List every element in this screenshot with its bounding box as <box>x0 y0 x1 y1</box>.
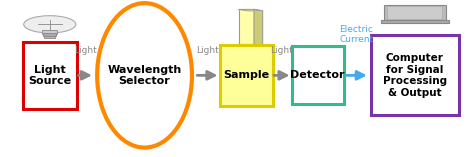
FancyBboxPatch shape <box>371 35 459 115</box>
Text: Light: Light <box>74 46 97 55</box>
FancyBboxPatch shape <box>220 45 273 106</box>
Text: Light
Source: Light Source <box>28 65 71 86</box>
Text: Computer
for Signal
Processing
& Output: Computer for Signal Processing & Output <box>383 53 447 98</box>
Text: Detector: Detector <box>291 70 345 80</box>
FancyBboxPatch shape <box>23 42 77 109</box>
Text: Light: Light <box>270 46 293 55</box>
Polygon shape <box>254 9 263 45</box>
FancyBboxPatch shape <box>292 46 344 104</box>
FancyBboxPatch shape <box>381 20 449 23</box>
FancyBboxPatch shape <box>42 30 57 34</box>
FancyBboxPatch shape <box>43 33 56 36</box>
Circle shape <box>24 16 76 33</box>
Polygon shape <box>239 9 263 11</box>
Ellipse shape <box>97 3 192 148</box>
Text: Light: Light <box>196 46 219 55</box>
FancyBboxPatch shape <box>384 5 446 20</box>
FancyBboxPatch shape <box>239 9 254 44</box>
Text: Wavelength
Selector: Wavelength Selector <box>108 65 182 86</box>
Text: Sample: Sample <box>223 70 270 80</box>
FancyBboxPatch shape <box>387 6 442 19</box>
FancyBboxPatch shape <box>44 36 55 38</box>
Text: Electric
Current: Electric Current <box>339 24 374 44</box>
